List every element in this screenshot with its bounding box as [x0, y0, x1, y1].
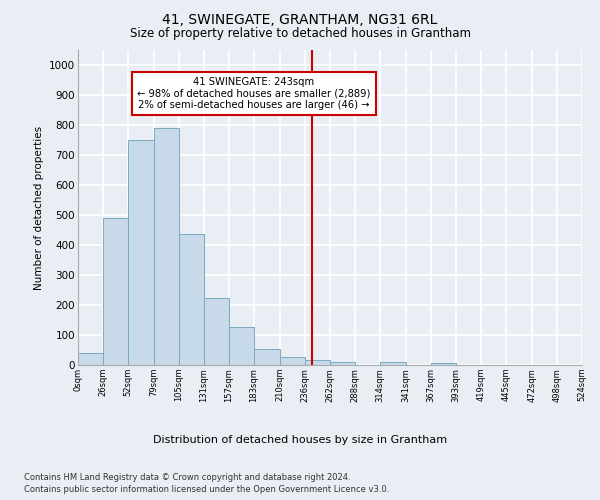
Bar: [254, 350, 280, 365]
Text: Size of property relative to detached houses in Grantham: Size of property relative to detached ho…: [130, 28, 470, 40]
Bar: [154, 128, 179, 365]
Bar: [305, 360, 330, 365]
Bar: [280, 357, 305, 365]
Bar: [204, 298, 229, 365]
Bar: [431, 362, 456, 365]
Bar: [229, 326, 254, 365]
Text: Contains public sector information licensed under the Open Government Licence v3: Contains public sector information licen…: [24, 485, 389, 494]
Text: Distribution of detached houses by size in Grantham: Distribution of detached houses by size …: [153, 435, 447, 445]
Text: 41, SWINEGATE, GRANTHAM, NG31 6RL: 41, SWINEGATE, GRANTHAM, NG31 6RL: [163, 12, 437, 26]
Y-axis label: Number of detached properties: Number of detached properties: [34, 126, 44, 290]
Bar: [78, 353, 103, 365]
Text: 41 SWINEGATE: 243sqm
← 98% of detached houses are smaller (2,889)
2% of semi-det: 41 SWINEGATE: 243sqm ← 98% of detached h…: [137, 77, 371, 110]
Bar: [380, 362, 406, 365]
Bar: [128, 140, 154, 365]
Bar: [103, 218, 128, 365]
Bar: [179, 234, 204, 365]
Bar: [330, 362, 355, 365]
Text: Contains HM Land Registry data © Crown copyright and database right 2024.: Contains HM Land Registry data © Crown c…: [24, 472, 350, 482]
